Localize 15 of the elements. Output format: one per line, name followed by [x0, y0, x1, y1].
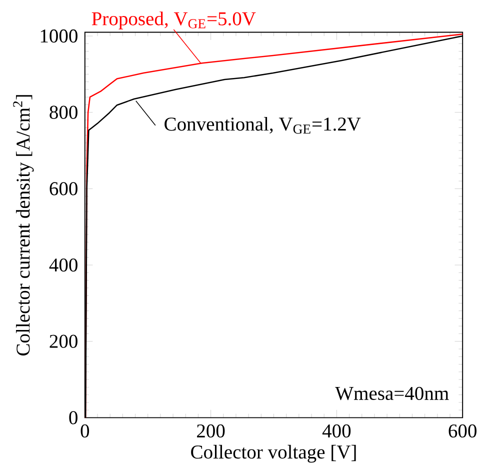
legend-label: Conventional, V$_{GE}$=1.2V	[164, 116, 361, 134]
y-tick-label: 600	[50, 182, 78, 196]
x-tick-label: 200	[197, 424, 225, 438]
y-tick-label: 1000	[40, 29, 78, 42]
x-tick-label: 0	[80, 424, 90, 438]
y-tick-label: 800	[50, 106, 78, 119]
series-label: Proposed, V$_{GE}$=5.0V	[92, 11, 256, 30]
y-tick-label: 400	[49, 258, 78, 272]
x-tick-label: 400	[322, 424, 351, 438]
y-axis-title: Collector current density [A/cm$^{2}$]	[13, 94, 34, 356]
y-tick-label: 0	[69, 410, 78, 424]
y-tick-label: 200	[50, 334, 78, 348]
x-axis-title: Collector voltage [V]	[191, 444, 356, 462]
annotation: Wmesa=40nm	[335, 386, 449, 400]
x-tick-label: 600	[448, 424, 476, 438]
